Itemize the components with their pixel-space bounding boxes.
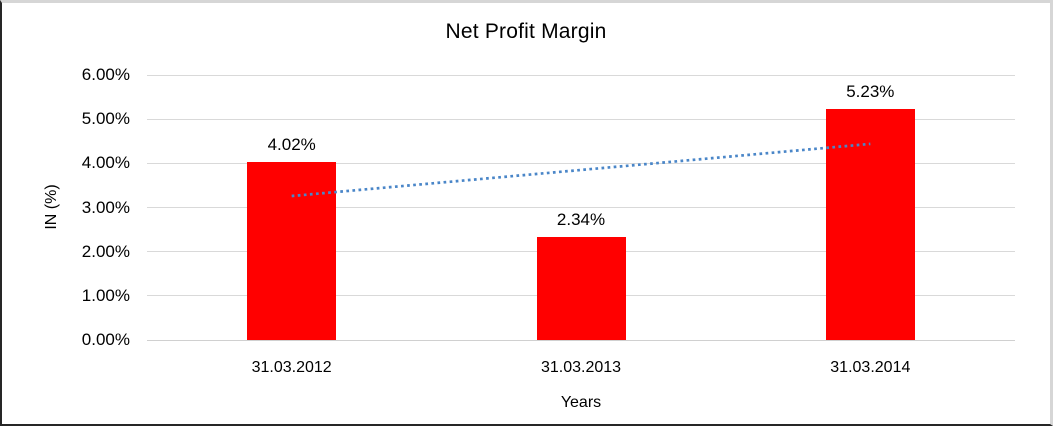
x-axis-title: Years — [560, 394, 602, 411]
y-tick-label: 2.00% — [81, 241, 130, 261]
grid-line — [147, 162, 1015, 164]
y-tick-label: 6.00% — [81, 65, 130, 84]
chart-title: Net Profit Margin — [445, 20, 607, 43]
plot-area: 4.02% 2.34% 5.23% — [147, 74, 1015, 341]
y-tick-label: 5.00% — [81, 109, 130, 129]
y-tick-label: 4.00% — [81, 153, 130, 173]
y-tick-label: 0.00% — [81, 330, 130, 349]
grid-line — [147, 118, 1015, 120]
bar — [536, 236, 626, 340]
bar — [247, 162, 337, 340]
y-tick-label: 3.00% — [81, 197, 130, 217]
y-tick-label: 1.00% — [81, 285, 130, 305]
trendline — [291, 142, 871, 198]
x-tick-label: 31.03.2012 — [251, 359, 332, 376]
grid-line — [147, 74, 1015, 76]
x-tick-label: 31.03.2013 — [540, 359, 622, 376]
x-axis-line — [147, 339, 1015, 341]
bar-value-label: 4.02% — [267, 135, 316, 155]
x-tick-label: 31.03.2014 — [830, 359, 911, 376]
bar-value-label: 5.23% — [846, 82, 895, 101]
grid-line — [147, 207, 1015, 208]
bar-value-label: 2.34% — [556, 209, 606, 229]
